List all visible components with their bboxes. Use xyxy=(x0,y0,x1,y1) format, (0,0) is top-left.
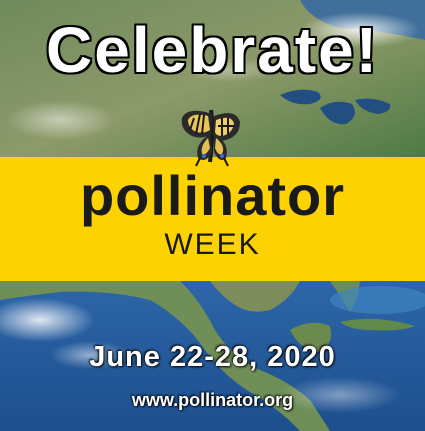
brand-subtitle: WEEK xyxy=(164,228,261,261)
brand-title: pollinator xyxy=(79,164,346,227)
website-url: www.pollinator.org xyxy=(131,390,294,410)
yellow-banner xyxy=(0,157,425,281)
butterfly-icon xyxy=(181,109,240,167)
event-dates: June 22-28, 2020 xyxy=(89,341,336,373)
headline: Celebrate! xyxy=(46,14,379,86)
